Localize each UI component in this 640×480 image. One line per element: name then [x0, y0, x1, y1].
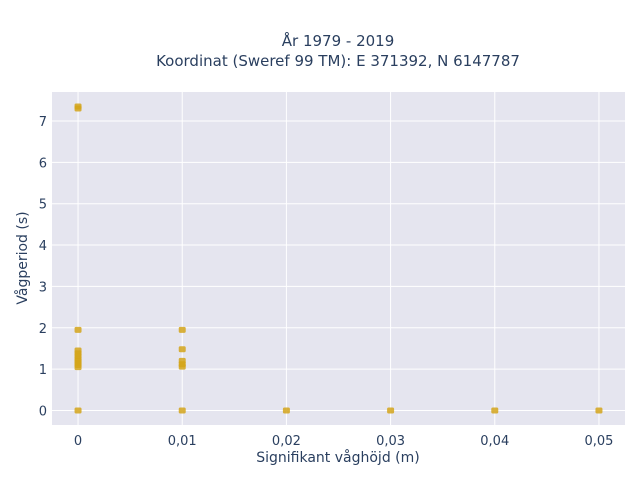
y-tick-label: 1	[39, 363, 47, 378]
grid-lines	[52, 92, 625, 425]
y-tick-label: 3	[39, 280, 47, 295]
data-points	[74, 103, 603, 414]
data-point	[74, 364, 82, 371]
data-point	[74, 407, 82, 414]
x-tick-label: 0,05	[584, 434, 613, 449]
chart-subtitle: Koordinat (Sweref 99 TM): E 371392, N 61…	[156, 52, 520, 70]
x-tick-label: 0,04	[480, 434, 509, 449]
y-tick-label: 6	[39, 156, 47, 171]
data-point	[74, 326, 82, 333]
x-axis-ticks: 0 0,01 0,02 0,03 0,04 0,05	[74, 434, 614, 449]
data-point	[178, 346, 186, 353]
y-axis-label: Vågperiod (s)	[14, 211, 31, 304]
data-point	[282, 407, 290, 414]
x-axis-label: Signifikant våghöjd (m)	[256, 449, 419, 466]
y-axis-ticks: 0 1 2 3 4 5 6 7	[39, 115, 47, 420]
x-tick-label: 0,02	[272, 434, 301, 449]
chart-title: År 1979 - 2019	[282, 31, 395, 50]
data-point	[178, 407, 186, 414]
data-point	[595, 407, 603, 414]
x-tick-label: 0,01	[168, 434, 197, 449]
y-tick-label: 0	[39, 405, 47, 420]
x-tick-label: 0,03	[376, 434, 405, 449]
data-point	[74, 105, 82, 112]
data-point	[178, 363, 186, 370]
data-point	[178, 326, 186, 333]
y-tick-label: 2	[39, 322, 47, 337]
data-point	[491, 407, 499, 414]
y-tick-label: 7	[39, 115, 47, 130]
data-point	[387, 407, 395, 414]
x-tick-label: 0	[74, 434, 82, 449]
plot-area	[52, 92, 625, 425]
y-tick-label: 5	[39, 198, 47, 213]
y-tick-label: 4	[39, 239, 47, 254]
